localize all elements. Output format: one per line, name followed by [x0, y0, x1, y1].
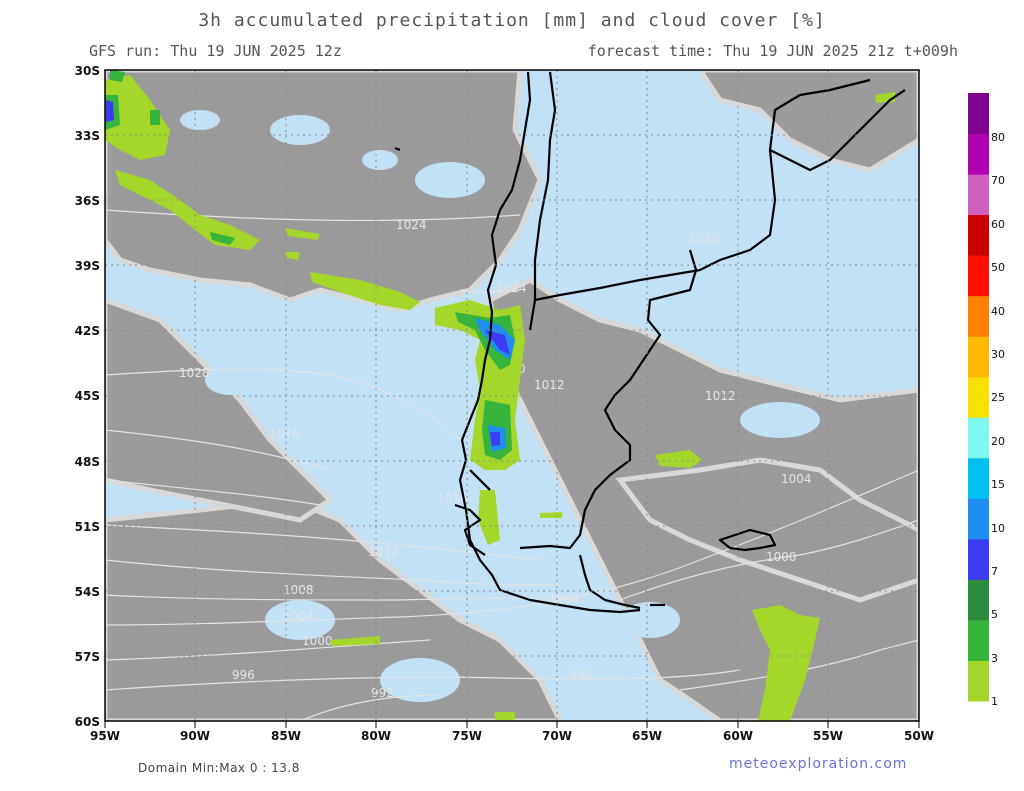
legend-label: 10 [991, 522, 1005, 535]
lat-label: 51S [75, 520, 100, 534]
latitude-labels: 30S 33S 36S 39S 42S 45S 48S 51S 54S 57S … [75, 64, 100, 729]
lon-label: 65W [632, 729, 662, 743]
longitude-labels: 95W 90W 85W 80W 75W 70W 65W 60W 55W 50W [90, 729, 934, 743]
legend-label: 70 [991, 174, 1005, 187]
clear-patches [180, 110, 820, 702]
lon-label: 60W [723, 729, 753, 743]
site-credit: meteoexploration.com [729, 756, 908, 772]
legend-color-box [968, 174, 989, 216]
legend-color-box [968, 457, 989, 499]
lon-label: 75W [452, 729, 482, 743]
isobar-label: 1012 [368, 545, 399, 559]
lat-label: 48S [75, 455, 100, 469]
isobar-label: 1024 [396, 218, 427, 232]
isobar-label: 1028 [179, 366, 210, 380]
gfs-run-label: GFS run: Thu 19 JUN 2025 12z [89, 42, 342, 60]
isobar-label: 992 [371, 686, 394, 700]
legend-color-box [968, 579, 989, 621]
isobar-label: 1020 [689, 232, 720, 246]
isobar-label: 1012 [705, 389, 736, 403]
legend-color-box [968, 417, 989, 459]
forecast-time-label: forecast time: Thu 19 JUN 2025 21z t+009… [587, 42, 958, 60]
legend-color-box [968, 133, 989, 175]
legend-label: 40 [991, 305, 1005, 318]
lon-label: 95W [90, 729, 120, 743]
lat-label: 45S [75, 389, 100, 403]
lon-label: 50W [904, 729, 934, 743]
lat-label: 54S [75, 585, 100, 599]
legend-label: 1 [991, 695, 998, 708]
legend-label: 80 [991, 131, 1005, 144]
legend-color-box [968, 498, 989, 540]
legend-label: 25 [991, 391, 1005, 404]
lat-label: 36S [75, 194, 100, 208]
legend-label: 5 [991, 608, 998, 621]
lat-label: 57S [75, 650, 100, 664]
map-grid [105, 70, 919, 721]
legend-color-box [968, 295, 989, 337]
legend-color-box [968, 660, 989, 702]
legend-color-box [968, 336, 989, 378]
isobar-label: 1004 [283, 609, 314, 623]
legend-color-box [968, 214, 989, 256]
legend-color-box [968, 255, 989, 297]
legend-label: 3 [991, 652, 998, 665]
legend-label: 7 [991, 565, 998, 578]
lat-label: 33S [75, 129, 100, 143]
legend-label: 20 [991, 435, 1005, 448]
legend-color-box [968, 376, 989, 418]
legend-color-box [968, 93, 989, 135]
isobar-label: 1016 [437, 491, 468, 505]
lon-label: 55W [813, 729, 843, 743]
lat-label: 39S [75, 259, 100, 273]
legend-color-box [968, 619, 989, 661]
isobar-label: 1004 [549, 592, 580, 606]
legend-label: 50 [991, 261, 1005, 274]
legend-color-box [968, 538, 989, 580]
precipitation-areas [105, 70, 895, 721]
lat-label: 42S [75, 324, 100, 338]
isobar-label: 1008 [283, 583, 314, 597]
lon-label: 85W [271, 729, 301, 743]
chart-title: 3h accumulated precipitation [mm] and cl… [198, 10, 826, 31]
lon-label: 80W [361, 729, 391, 743]
isobar-label: 1024 [496, 281, 527, 295]
isobar-label: 1000 [766, 550, 797, 564]
isobar-lines [105, 209, 919, 721]
isobar-label: 1012 [534, 378, 565, 392]
map-frame [104, 69, 920, 722]
isobar-label: 1004 [781, 472, 812, 486]
lon-label: 70W [542, 729, 572, 743]
axis-ticks [104, 721, 920, 728]
isobar-label: 1000 [302, 634, 333, 648]
isobar-label: 996 [569, 669, 592, 683]
coastline [394, 71, 906, 614]
isobar-label: 1016 [269, 427, 300, 441]
domain-min-max: Domain Min:Max 0 : 13.8 [138, 761, 300, 775]
lat-label: 30S [75, 64, 100, 78]
lat-label: 60S [75, 715, 100, 729]
color-legend [968, 93, 989, 702]
lon-label: 90W [180, 729, 210, 743]
legend-label: 30 [991, 348, 1005, 361]
legend-label: 15 [991, 478, 1005, 491]
legend-label: 60 [991, 218, 1005, 231]
legend-labels: 1 3 5 7 10 15 20 25 30 40 50 60 70 80 [991, 131, 1005, 708]
isobar-label: 996 [232, 668, 255, 682]
